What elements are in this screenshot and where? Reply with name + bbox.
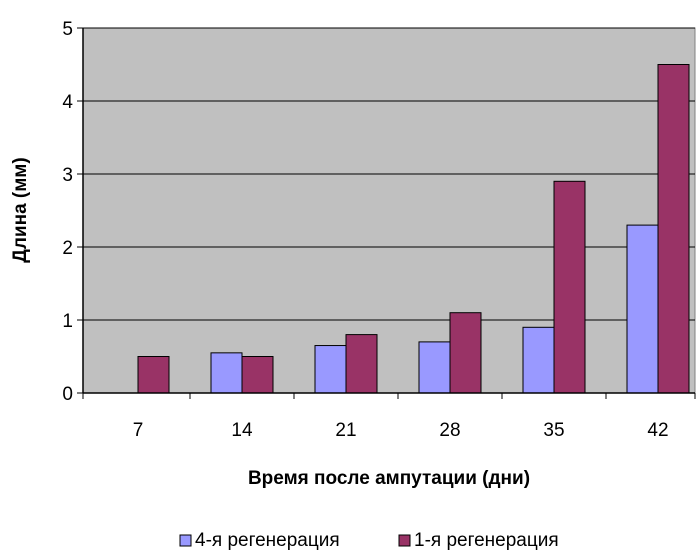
y-tick-label: 1 (62, 311, 73, 332)
bar-1st-regeneration (449, 312, 482, 394)
x-tick-labels: 7 14 21 28 35 42 (133, 420, 669, 441)
x-tick-label: 14 (231, 420, 253, 441)
bar-4th-regeneration (314, 345, 347, 394)
x-tick-label: 7 (133, 420, 144, 441)
bar-1st-regeneration (137, 356, 170, 394)
x-axis-title: Время после ампутации (дни) (248, 468, 530, 489)
y-tick-label: 3 (62, 165, 73, 186)
x-tick-label: 28 (439, 420, 460, 441)
legend-swatch-4th-regeneration (179, 534, 192, 547)
legend-label-4th-regeneration: 4-я регенерация (195, 530, 340, 551)
y-tick-label: 5 (62, 19, 73, 40)
y-tick-label: 4 (62, 92, 73, 113)
bar-1st-regeneration (553, 180, 586, 394)
gridlines (83, 27, 695, 321)
legend: 4-я регенерация 1-я регенерация (179, 530, 559, 551)
legend-label-1st-regeneration: 1-я регенерация (414, 530, 559, 551)
axes (77, 27, 696, 399)
y-axis-title: Длина (мм) (10, 157, 31, 262)
y-tick-label: 0 (62, 384, 73, 405)
x-tick-label: 42 (647, 420, 668, 441)
bar-1st-regeneration (345, 334, 378, 394)
bar-4th-regeneration (210, 352, 243, 394)
bar-1st-regeneration (657, 64, 690, 394)
plot-area (82, 27, 696, 394)
bar-4th-regeneration (626, 224, 659, 394)
y-tick-label: 2 (62, 238, 73, 259)
bar-4th-regeneration (418, 341, 451, 394)
bars (137, 64, 690, 394)
bar-4th-regeneration (522, 326, 555, 394)
y-tick-labels: 0 1 2 3 4 5 (62, 19, 73, 405)
x-tick-label: 35 (543, 420, 564, 441)
bar-1st-regeneration (241, 356, 274, 394)
legend-swatch-1st-regeneration (398, 534, 411, 547)
x-tick-label: 21 (335, 420, 356, 441)
